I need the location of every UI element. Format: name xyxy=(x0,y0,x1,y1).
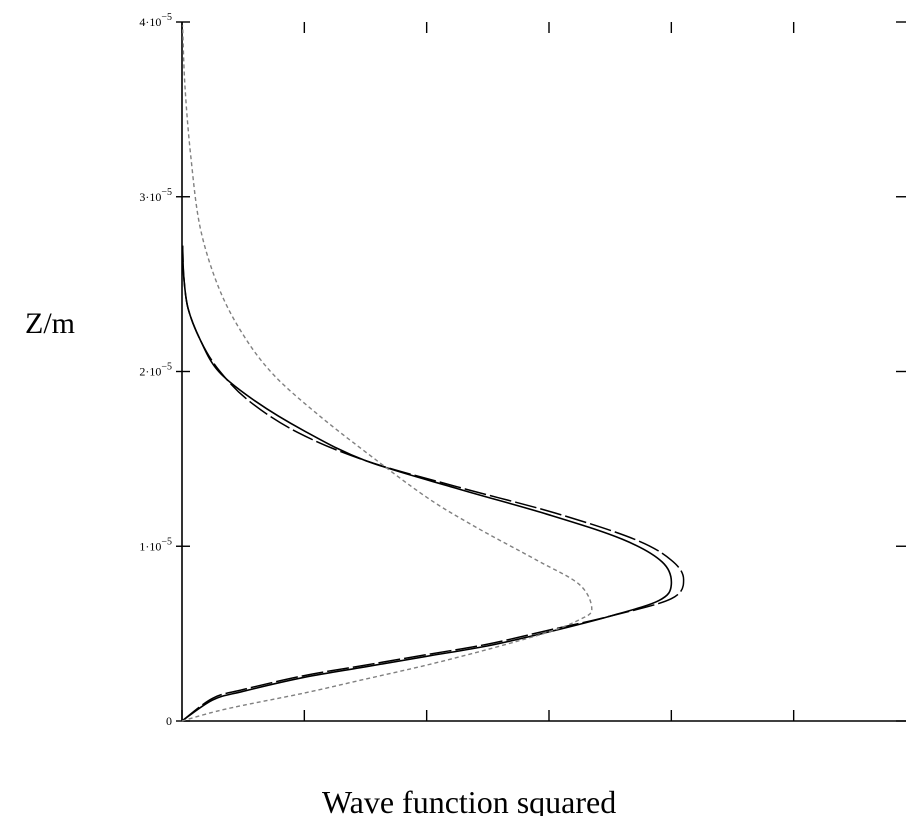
data-series xyxy=(181,25,685,722)
y-tick-label-3: 3·10−5 xyxy=(139,187,172,204)
y-tick-label-mantissa: 2·10 xyxy=(139,365,161,379)
series-line-dashed xyxy=(181,245,685,722)
y-tick-label-2: 2·10−5 xyxy=(139,362,172,379)
y-tick-label-mantissa: 4·10 xyxy=(139,15,161,29)
y-tick-label-exponent: −5 xyxy=(161,187,172,198)
y-axis-title: Z/m xyxy=(25,307,75,340)
x-axis-ticks xyxy=(181,22,795,721)
y-axis-tick-labels: 01·10−52·10−53·10−54·10−5 xyxy=(139,12,172,728)
series-line-dotted xyxy=(181,25,593,722)
y-tick-label-4: 4·10−5 xyxy=(139,12,172,29)
y-tick-label-exponent: −5 xyxy=(161,536,172,547)
y-tick-label-mantissa: 1·10 xyxy=(139,539,161,553)
y-tick-label-mantissa: 0 xyxy=(166,714,172,728)
series-line-solid xyxy=(181,245,673,722)
y-tick-label-exponent: −5 xyxy=(161,362,172,373)
y-tick-label-exponent: −5 xyxy=(161,12,172,23)
x-axis-title: Wave function squared xyxy=(322,784,616,816)
plot-area: 01·10−52·10−53·10−54·10−5 xyxy=(139,12,906,728)
y-tick-label-0: 0 xyxy=(166,714,172,728)
y-tick-label-1: 1·10−5 xyxy=(139,536,172,553)
y-tick-label-mantissa: 3·10 xyxy=(139,190,161,204)
y-axis-ticks xyxy=(176,21,906,722)
